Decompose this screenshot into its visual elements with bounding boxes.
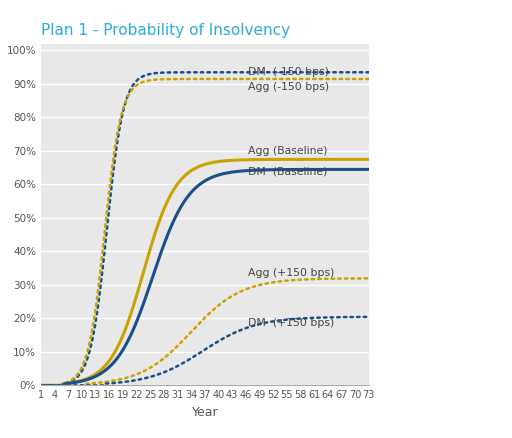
- Text: Agg (+150 bps): Agg (+150 bps): [248, 268, 334, 278]
- Text: DM  (-150 bps): DM (-150 bps): [248, 67, 329, 77]
- Text: Agg (-150 bps): Agg (-150 bps): [248, 82, 329, 92]
- X-axis label: Year: Year: [191, 406, 218, 419]
- Text: Agg (Baseline): Agg (Baseline): [248, 146, 328, 156]
- Text: DM  (Baseline): DM (Baseline): [248, 166, 327, 176]
- Text: DM  (+150 bps): DM (+150 bps): [248, 318, 334, 328]
- Text: Plan 1 - Probability of Insolvency: Plan 1 - Probability of Insolvency: [41, 24, 290, 39]
